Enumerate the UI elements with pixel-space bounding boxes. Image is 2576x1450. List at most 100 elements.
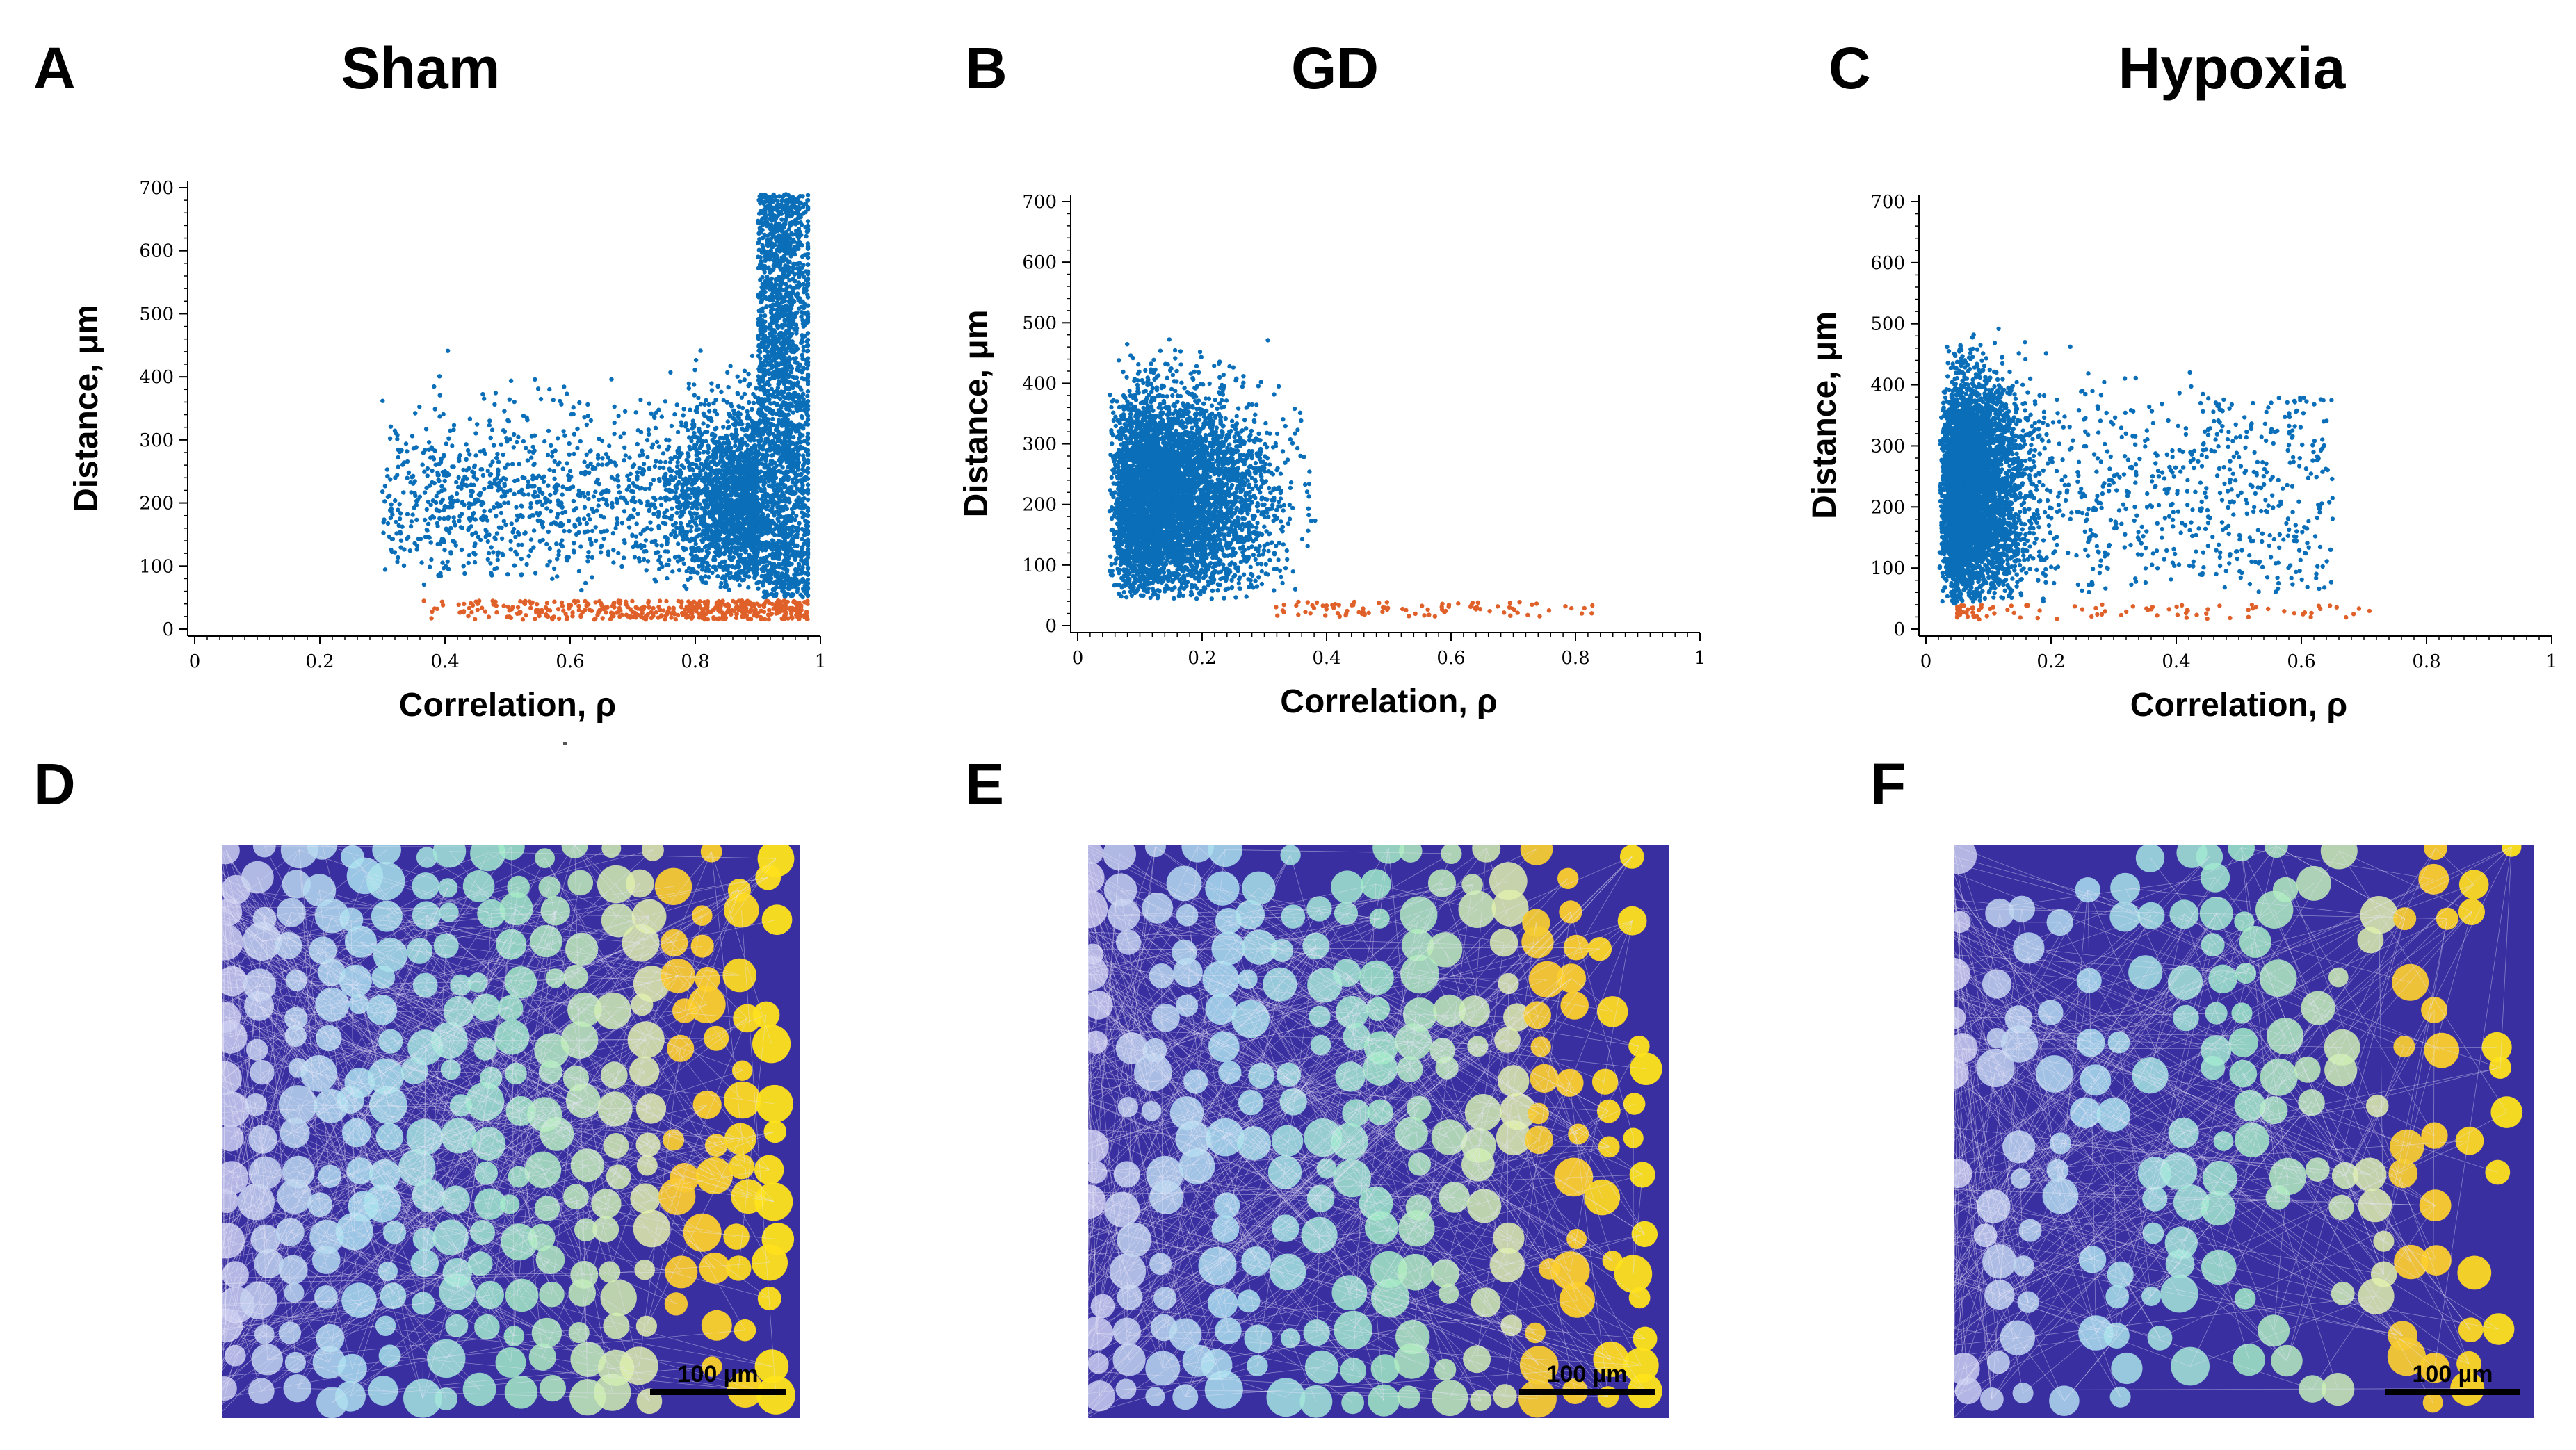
scatter-plot-sham: 0 0.2 0.4 0.6 0.8 10100200300400500600700Corr… <box>68 178 826 724</box>
data-point <box>777 585 783 590</box>
data-point <box>542 496 548 501</box>
data-point <box>659 543 664 548</box>
data-point <box>765 417 771 422</box>
data-point <box>665 541 670 547</box>
data-point <box>437 393 442 398</box>
data-point <box>767 471 772 476</box>
data-point <box>771 410 776 415</box>
data-point <box>775 355 779 361</box>
data-point <box>486 551 492 556</box>
data-point <box>805 460 811 465</box>
data-point <box>432 384 437 389</box>
data-point <box>500 551 505 556</box>
data-point <box>505 500 511 505</box>
data-point <box>540 503 545 507</box>
data-point <box>716 470 722 475</box>
data-point <box>768 573 772 578</box>
data-point <box>793 427 798 432</box>
data-point <box>464 457 469 462</box>
data-point <box>805 541 811 546</box>
data-point <box>492 402 497 407</box>
data-point <box>471 510 476 516</box>
data-point <box>723 530 728 535</box>
data-point <box>681 407 686 412</box>
data-point <box>495 552 500 557</box>
data-point <box>483 514 489 519</box>
data-point <box>756 586 761 591</box>
data-point <box>674 533 679 538</box>
data-point <box>796 206 802 211</box>
data-point <box>805 219 811 224</box>
data-point <box>489 545 494 550</box>
data-point <box>713 398 718 402</box>
data-point <box>738 450 743 456</box>
data-point <box>388 477 393 482</box>
data-point <box>473 530 478 535</box>
data-point <box>757 364 762 369</box>
data-point <box>578 439 583 444</box>
data-point <box>774 204 779 209</box>
data-point <box>805 547 811 552</box>
data-point <box>670 513 674 519</box>
data-point <box>778 227 783 233</box>
data-point <box>693 541 698 546</box>
data-point <box>804 404 809 409</box>
data-point <box>792 246 797 252</box>
data-point <box>492 481 496 486</box>
data-point <box>679 557 683 562</box>
data-point <box>771 562 777 567</box>
data-point <box>775 516 780 521</box>
data-point <box>800 352 805 357</box>
data-point <box>692 368 697 373</box>
data-point <box>599 491 604 496</box>
data-point <box>801 453 806 458</box>
data-point <box>586 512 591 518</box>
data-point <box>747 382 752 386</box>
data-point <box>654 543 659 548</box>
data-point <box>499 478 503 483</box>
data-point <box>604 528 609 533</box>
data-point <box>799 439 804 444</box>
data-point <box>505 572 510 577</box>
data-point <box>541 479 546 484</box>
data-point <box>729 491 734 496</box>
data-point <box>382 484 388 489</box>
data-point <box>800 559 805 564</box>
panel-letter-a: A <box>33 35 76 101</box>
data-point <box>800 502 806 507</box>
data-point <box>780 325 785 330</box>
data-point <box>582 415 587 420</box>
data-point <box>775 385 781 391</box>
data-point <box>519 542 524 548</box>
data-point <box>644 568 649 573</box>
data-point <box>674 510 679 515</box>
data-point <box>718 547 723 552</box>
data-point <box>793 279 797 284</box>
data-point <box>763 199 768 204</box>
data-point <box>610 531 616 536</box>
data-point <box>754 569 759 574</box>
data-point <box>628 471 633 476</box>
data-point <box>763 471 768 475</box>
data-point <box>601 496 606 501</box>
data-point <box>569 412 574 417</box>
data-point <box>664 562 669 567</box>
data-point <box>487 423 492 428</box>
data-point <box>801 426 806 431</box>
data-point <box>663 549 668 554</box>
data-point <box>805 400 810 405</box>
data-point <box>637 465 642 471</box>
data-point <box>576 516 581 521</box>
data-point <box>450 443 455 448</box>
data-point <box>519 573 524 578</box>
data-point <box>711 455 716 459</box>
data-point <box>512 491 517 496</box>
data-point <box>562 433 567 438</box>
data-point <box>640 448 645 453</box>
data-point <box>681 465 687 470</box>
data-point <box>718 435 722 441</box>
data-point <box>502 482 507 487</box>
data-point <box>584 521 589 526</box>
data-point <box>672 555 678 560</box>
data-point <box>736 520 740 525</box>
